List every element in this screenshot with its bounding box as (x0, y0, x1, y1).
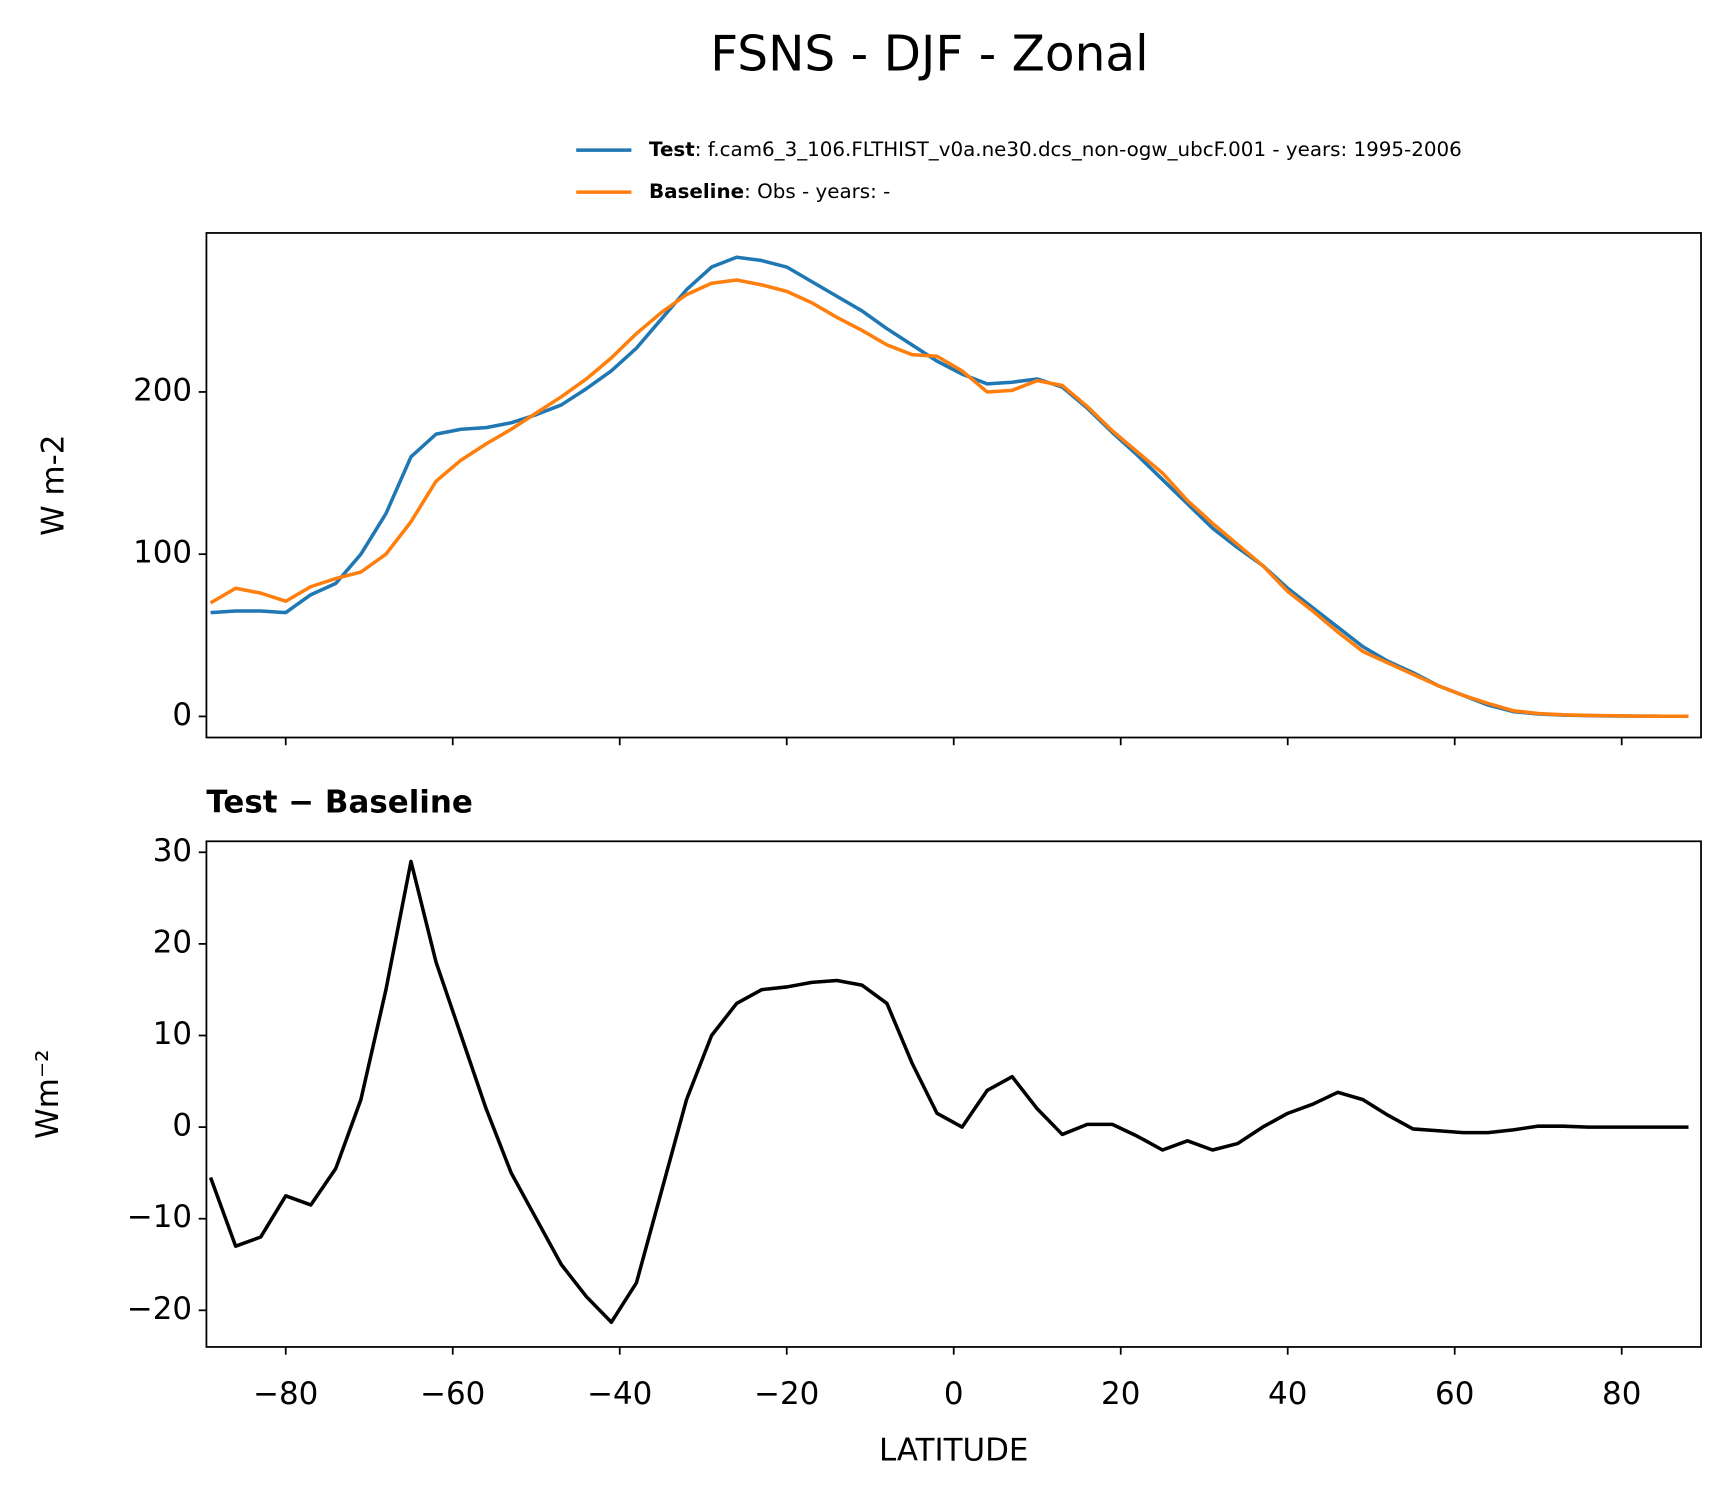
figure-title: FSNS - DJF - Zonal (710, 26, 1148, 82)
y-tick-label: 0 (172, 1108, 192, 1144)
legend-name: Baseline (649, 180, 744, 203)
legend-entry: Baseline: Obs - years: - (649, 180, 890, 203)
x-tick-label: 60 (1435, 1376, 1474, 1412)
axes-title: Test − Baseline (206, 784, 472, 820)
legend-description: : Obs - years: - (744, 180, 890, 203)
x-tick-label: 0 (944, 1376, 964, 1412)
y-tick-label: 200 (133, 372, 192, 408)
y-axis-label: W m-2 (36, 435, 72, 536)
y-tick-label: 30 (153, 833, 192, 869)
x-tick-label: −60 (420, 1376, 485, 1412)
axes-frame (205, 232, 1702, 739)
x-axis-label: LATITUDE (879, 1432, 1028, 1468)
axes-frame (205, 840, 1702, 1348)
x-tick-label: −40 (587, 1376, 652, 1412)
series-line (208, 859, 1689, 1324)
x-tick-label: −80 (253, 1376, 318, 1412)
legend-name: Test (649, 138, 695, 161)
y-tick-label: 100 (133, 535, 192, 571)
x-tick-label: 80 (1602, 1376, 1641, 1412)
y-axis-label: Wm⁻² (30, 1049, 66, 1138)
y-tick-label: −10 (127, 1199, 192, 1235)
x-tick-label: 20 (1101, 1376, 1140, 1412)
legend-entry: Test: f.cam6_3_106.FLTHIST_v0a.ne30.dcs_… (649, 138, 1462, 161)
y-tick-label: 0 (172, 697, 192, 733)
legend-description: : f.cam6_3_106.FLTHIST_v0a.ne30.dcs_non-… (695, 138, 1462, 161)
y-tick-label: 10 (153, 1016, 192, 1052)
y-tick-label: −20 (127, 1291, 192, 1327)
x-tick-label: 40 (1268, 1376, 1307, 1412)
x-tick-label: −20 (754, 1376, 819, 1412)
series-line (209, 278, 1689, 719)
y-tick-label: 20 (153, 924, 192, 960)
